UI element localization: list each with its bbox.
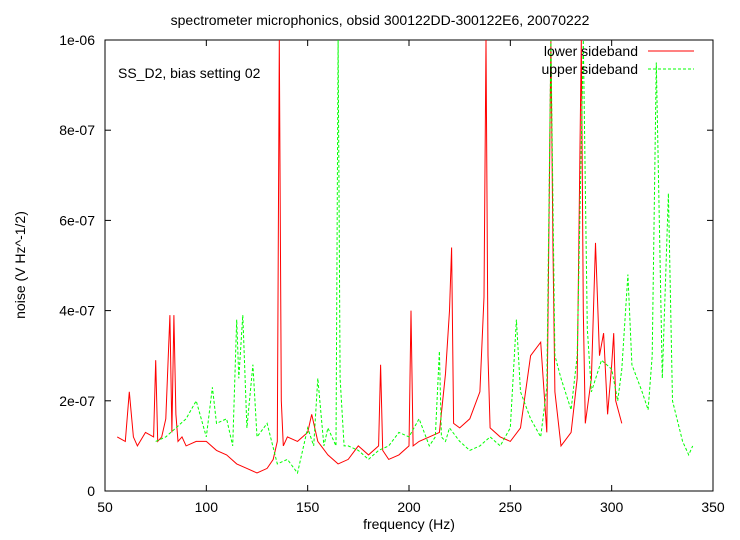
x-axis: 50 100 150 200 250 300 350: [97, 40, 725, 515]
x-tick-label: 200: [397, 499, 421, 515]
series-line-2: [155, 39, 694, 475]
y-tick-label: 1e-06: [59, 32, 95, 48]
y-axis-label: noise (V Hz^-1/2): [12, 211, 28, 319]
y-tick-label: 6e-07: [59, 212, 95, 228]
legend-label: lower sideband: [544, 43, 638, 59]
legend-label: upper sideband: [541, 61, 638, 77]
y-tick-label: 0: [87, 483, 95, 499]
y-tick-label: 4e-07: [59, 303, 95, 319]
x-tick-label: 250: [499, 499, 523, 515]
x-tick-label: 150: [296, 499, 320, 515]
x-tick-label: 100: [195, 499, 219, 515]
y-tick-label: 2e-07: [59, 393, 95, 409]
series-line-1: [116, 39, 623, 474]
y-tick-label: 8e-07: [59, 122, 95, 138]
x-axis-label: frequency (Hz): [363, 516, 455, 532]
x-tick-label: 350: [701, 499, 725, 515]
x-tick-label: 50: [97, 499, 113, 515]
legend: lower sideband upper sideband: [541, 43, 694, 77]
y-axis: 0 2e-07 4e-07 6e-07 8e-07 1e-06: [59, 32, 713, 499]
series-layer: [116, 39, 694, 475]
annotation-label: SS_D2, bias setting 02: [118, 65, 261, 81]
chart-title: spectrometer microphonics, obsid 300122D…: [171, 12, 590, 28]
x-tick-label: 300: [600, 499, 624, 515]
